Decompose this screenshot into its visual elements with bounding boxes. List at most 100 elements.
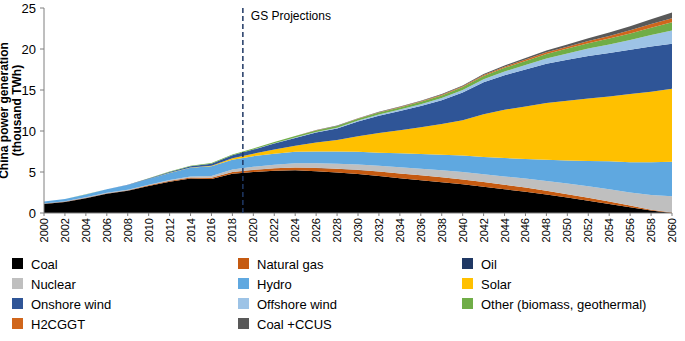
y-tick-label: 20 (22, 42, 36, 57)
x-tick-label: 2038 (436, 218, 448, 242)
legend-swatch (12, 278, 23, 289)
x-tick-label: 2000 (38, 218, 50, 242)
y-axis-label: China power generation(thousand TWh) (0, 42, 24, 179)
x-tick-label: 2022 (268, 218, 280, 242)
legend-label: Coal +CCUS (257, 317, 332, 332)
x-tick (567, 213, 568, 216)
legend-swatch (12, 258, 23, 269)
x-tick-label: 2056 (624, 218, 636, 242)
x-tick (441, 213, 442, 216)
x-tick-label: 2046 (519, 218, 531, 242)
x-tick (232, 213, 233, 216)
x-tick-label: 2040 (457, 218, 469, 242)
legend-swatch (12, 318, 23, 329)
x-tick (651, 213, 652, 216)
y-tick (40, 8, 44, 9)
x-tick (127, 213, 128, 216)
x-tick (295, 213, 296, 216)
legend-label: Other (biomass, geothermal) (481, 297, 646, 312)
area (44, 44, 672, 202)
x-tick-label: 2052 (582, 218, 594, 242)
legend-swatch (238, 258, 249, 269)
x-tick-label: 2024 (289, 218, 301, 242)
x-tick (148, 213, 149, 216)
x-tick (85, 213, 86, 216)
x-tick (504, 213, 505, 216)
x-tick (609, 213, 610, 216)
x-tick (483, 213, 484, 216)
legend-label: H2CGGT (31, 317, 85, 332)
legend-label: Nuclear (31, 277, 76, 292)
legend-swatch (462, 258, 473, 269)
area (44, 22, 672, 201)
x-tick-label: 2020 (247, 218, 259, 242)
x-tick-label: 2014 (185, 218, 197, 242)
area (44, 13, 672, 202)
x-tick (399, 213, 400, 216)
x-tick-label: 2026 (310, 218, 322, 242)
legend-swatch (462, 278, 473, 289)
area (44, 89, 672, 202)
chart: 0510152025200020022004200620082010201220… (0, 0, 685, 341)
legend-label: Natural gas (257, 257, 324, 272)
x-tick-label: 2028 (331, 218, 343, 242)
annotation: GS Projections (251, 9, 331, 23)
x-tick-label: 2034 (394, 218, 406, 242)
legend-swatch (462, 298, 473, 309)
area (44, 18, 672, 201)
x-tick-label: 2042 (478, 218, 490, 242)
x-tick (169, 213, 170, 216)
x-tick (274, 213, 275, 216)
legend-label: Hydro (257, 277, 292, 292)
area (44, 31, 672, 202)
x-tick (672, 213, 673, 216)
x-tick-label: 2002 (59, 218, 71, 242)
x-tick-label: 2030 (352, 218, 364, 242)
y-tick (40, 131, 44, 132)
legend-swatch (12, 298, 23, 309)
x-tick (630, 213, 631, 216)
y-tick (40, 172, 44, 173)
projection-line (242, 8, 244, 213)
x-tick (420, 213, 421, 216)
y-tick (40, 213, 44, 214)
legend-swatch (238, 298, 249, 309)
x-tick-label: 2008 (122, 218, 134, 242)
x-tick-label: 2018 (226, 218, 238, 242)
y-tick (40, 49, 44, 50)
x-tick-label: 2058 (645, 218, 657, 242)
x-tick-label: 2010 (143, 218, 155, 242)
x-tick-label: 2012 (164, 218, 176, 242)
y-tick-label: 25 (22, 1, 36, 16)
x-tick (525, 213, 526, 216)
x-tick (64, 213, 65, 216)
x-tick (211, 213, 212, 216)
x-tick (588, 213, 589, 216)
x-tick (190, 213, 191, 216)
x-tick (378, 213, 379, 216)
legend-swatch (238, 278, 249, 289)
x-tick (337, 213, 338, 216)
y-axis-label-line: (thousand TWh) (10, 65, 24, 156)
x-tick (546, 213, 547, 216)
x-tick-label: 2006 (101, 218, 113, 242)
legend-swatch (238, 318, 249, 329)
y-tick (40, 90, 44, 91)
x-tick-label: 2044 (499, 218, 511, 242)
legend-label: Oil (481, 257, 497, 272)
y-tick-label: 0 (29, 206, 36, 221)
x-tick (106, 213, 107, 216)
plot-area (44, 13, 672, 213)
x-tick-label: 2060 (666, 218, 678, 242)
x-tick-label: 2016 (205, 218, 217, 242)
legend-label: Solar (481, 277, 512, 292)
x-tick-label: 2036 (415, 218, 427, 242)
legend-label: Offshore wind (257, 297, 337, 312)
x-tick-label: 2050 (561, 218, 573, 242)
y-axis (44, 8, 45, 213)
x-tick-label: 2048 (540, 218, 552, 242)
x-tick-label: 2032 (373, 218, 385, 242)
x-tick (358, 213, 359, 216)
x-tick (462, 213, 463, 216)
x-tick-label: 2004 (80, 218, 92, 242)
